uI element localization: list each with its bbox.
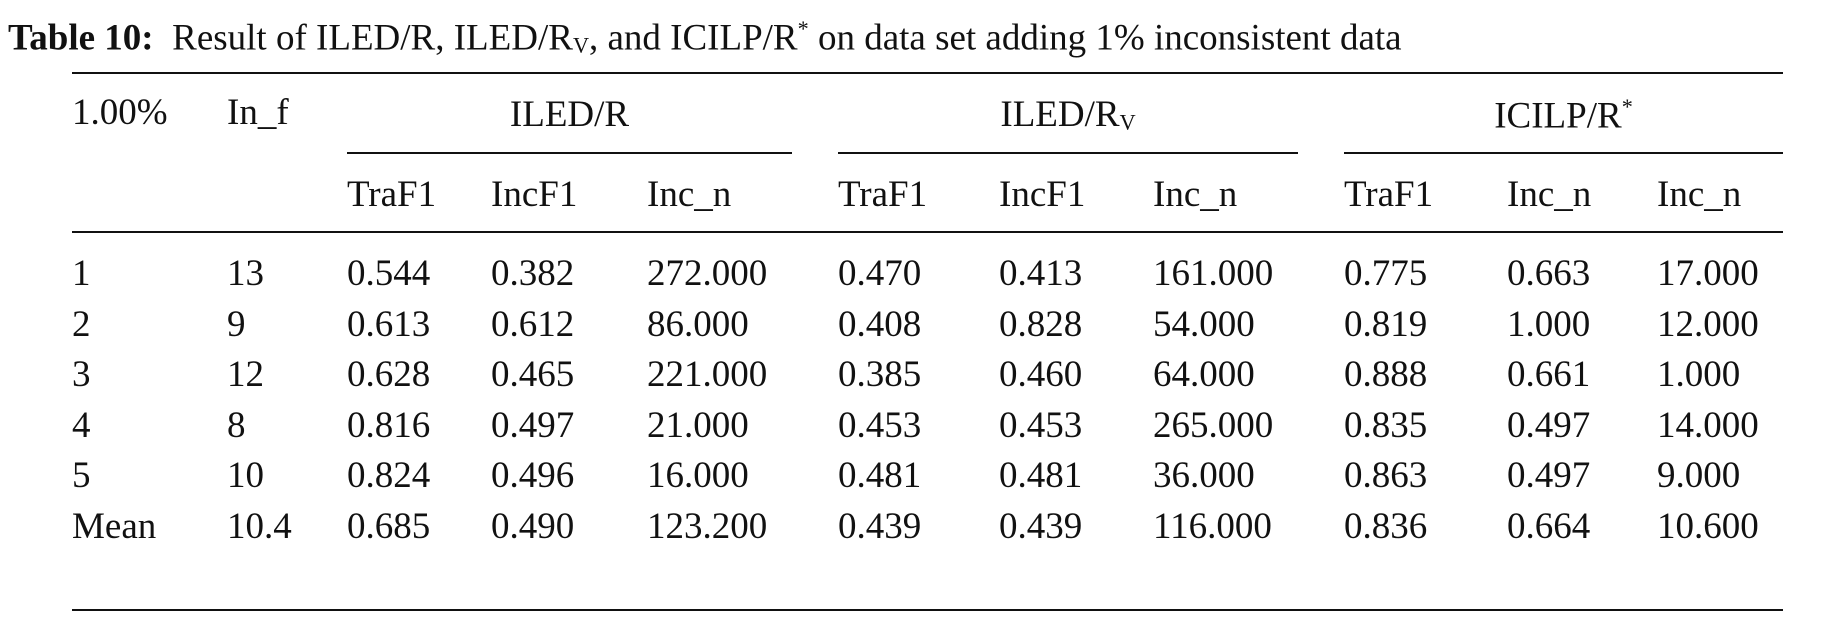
cell: 0.497 bbox=[1507, 404, 1591, 446]
cell: 3 bbox=[72, 354, 91, 395]
column-header: Inc_n bbox=[647, 174, 732, 215]
cell: 14.000 bbox=[1657, 404, 1759, 446]
cell: 12 bbox=[227, 354, 264, 395]
cell: 4 bbox=[72, 404, 91, 446]
cell: 0.439 bbox=[838, 505, 922, 547]
cell: 0.481 bbox=[838, 455, 922, 496]
caption-text: , and ICILP/R bbox=[588, 17, 798, 59]
cell: 265.000 bbox=[1153, 404, 1274, 446]
group-name: ILED/R bbox=[1000, 94, 1120, 135]
cell: 0.460 bbox=[999, 354, 1083, 395]
cell: 0.408 bbox=[838, 303, 922, 345]
caption: Table 10: Result of ILED/R, ILED/RV, and… bbox=[8, 16, 1402, 59]
cell: 116.000 bbox=[1153, 505, 1272, 547]
corner-header: In_f bbox=[227, 92, 289, 133]
cell: 13 bbox=[227, 253, 264, 294]
cell: 0.836 bbox=[1344, 505, 1428, 547]
cell: 0.816 bbox=[347, 404, 431, 446]
cell: 0.628 bbox=[347, 354, 431, 395]
cell: 21.000 bbox=[647, 404, 749, 446]
column-header: TraF1 bbox=[838, 174, 928, 215]
cell: 17.000 bbox=[1657, 253, 1759, 294]
cell: 272.000 bbox=[647, 253, 768, 294]
cell: 0.775 bbox=[1344, 253, 1428, 294]
cell: 0.828 bbox=[999, 303, 1083, 345]
group-sup: * bbox=[1621, 94, 1633, 119]
cell: 12.000 bbox=[1657, 303, 1759, 345]
cell: Mean bbox=[72, 505, 157, 547]
cell: 0.413 bbox=[999, 253, 1083, 294]
cell: 36.000 bbox=[1153, 455, 1255, 496]
cell: 0.439 bbox=[999, 505, 1083, 547]
cell: 0.613 bbox=[347, 303, 431, 345]
caption-sub: V bbox=[572, 32, 589, 58]
cell: 0.382 bbox=[491, 253, 575, 294]
group-header: ILED/R bbox=[347, 96, 792, 133]
group-rule bbox=[347, 152, 792, 154]
cell: 0.819 bbox=[1344, 303, 1428, 345]
group-name: ICILP/R bbox=[1494, 95, 1622, 137]
cell: 86.000 bbox=[647, 303, 749, 345]
bottom-rule bbox=[72, 609, 1783, 611]
cell: 10.4 bbox=[227, 505, 292, 547]
column-header: Inc_n bbox=[1507, 174, 1592, 215]
cell: 123.200 bbox=[647, 505, 768, 547]
group-sub: V bbox=[1119, 109, 1136, 135]
cell: 0.453 bbox=[999, 404, 1083, 446]
header-rule bbox=[72, 231, 1783, 233]
cell: 0.612 bbox=[491, 303, 575, 345]
caption-text: on data set adding 1% inconsistent data bbox=[808, 17, 1402, 59]
cell: 0.385 bbox=[838, 354, 922, 395]
cell: 9.000 bbox=[1657, 455, 1741, 496]
caption-text: Result of ILED/R, ILED/R bbox=[172, 17, 573, 59]
column-header: Inc_n bbox=[1153, 174, 1238, 215]
column-header: TraF1 bbox=[347, 174, 437, 215]
cell: 0.664 bbox=[1507, 505, 1591, 547]
cell: 221.000 bbox=[647, 354, 768, 395]
cell: 0.490 bbox=[491, 505, 575, 547]
corner-header: 1.00% bbox=[72, 92, 168, 133]
cell: 0.824 bbox=[347, 455, 431, 496]
cell: 161.000 bbox=[1153, 253, 1274, 294]
cell: 64.000 bbox=[1153, 354, 1255, 395]
cell: 0.465 bbox=[491, 354, 575, 395]
cell: 1 bbox=[72, 253, 91, 294]
cell: 0.481 bbox=[999, 455, 1083, 496]
cell: 9 bbox=[227, 303, 246, 345]
group-name: ILED/R bbox=[509, 94, 630, 135]
cell: 0.470 bbox=[838, 253, 922, 294]
cell: 0.453 bbox=[838, 404, 922, 446]
cell: 0.496 bbox=[491, 455, 575, 496]
group-rule bbox=[1344, 152, 1783, 154]
cell: 2 bbox=[72, 303, 91, 345]
cell: 16.000 bbox=[647, 455, 749, 496]
group-header: ICILP/R* bbox=[1344, 94, 1783, 137]
cell: 0.661 bbox=[1507, 354, 1591, 395]
cell: 1.000 bbox=[1657, 354, 1741, 395]
column-header: IncF1 bbox=[491, 174, 578, 215]
cell: 0.888 bbox=[1344, 354, 1428, 395]
cell: 5 bbox=[72, 455, 91, 496]
cell: 0.663 bbox=[1507, 253, 1591, 294]
group-rule bbox=[838, 152, 1298, 154]
cell: 0.835 bbox=[1344, 404, 1428, 446]
caption-label: Table 10: bbox=[8, 17, 154, 59]
column-header: TraF1 bbox=[1344, 174, 1434, 215]
cell: 1.000 bbox=[1507, 303, 1591, 345]
top-rule bbox=[72, 72, 1783, 74]
column-header: IncF1 bbox=[999, 174, 1086, 215]
cell: 8 bbox=[227, 404, 246, 446]
cell: 54.000 bbox=[1153, 303, 1255, 345]
caption-sup: * bbox=[797, 16, 809, 41]
cell: 0.544 bbox=[347, 253, 431, 294]
cell: 0.497 bbox=[491, 404, 575, 446]
column-header: Inc_n bbox=[1657, 174, 1742, 215]
cell: 0.863 bbox=[1344, 455, 1428, 496]
cell: 0.685 bbox=[347, 505, 431, 547]
cell: 10.600 bbox=[1657, 505, 1759, 547]
group-header: ILED/RV bbox=[838, 96, 1298, 134]
cell: 0.497 bbox=[1507, 455, 1591, 496]
cell: 10 bbox=[227, 455, 264, 496]
